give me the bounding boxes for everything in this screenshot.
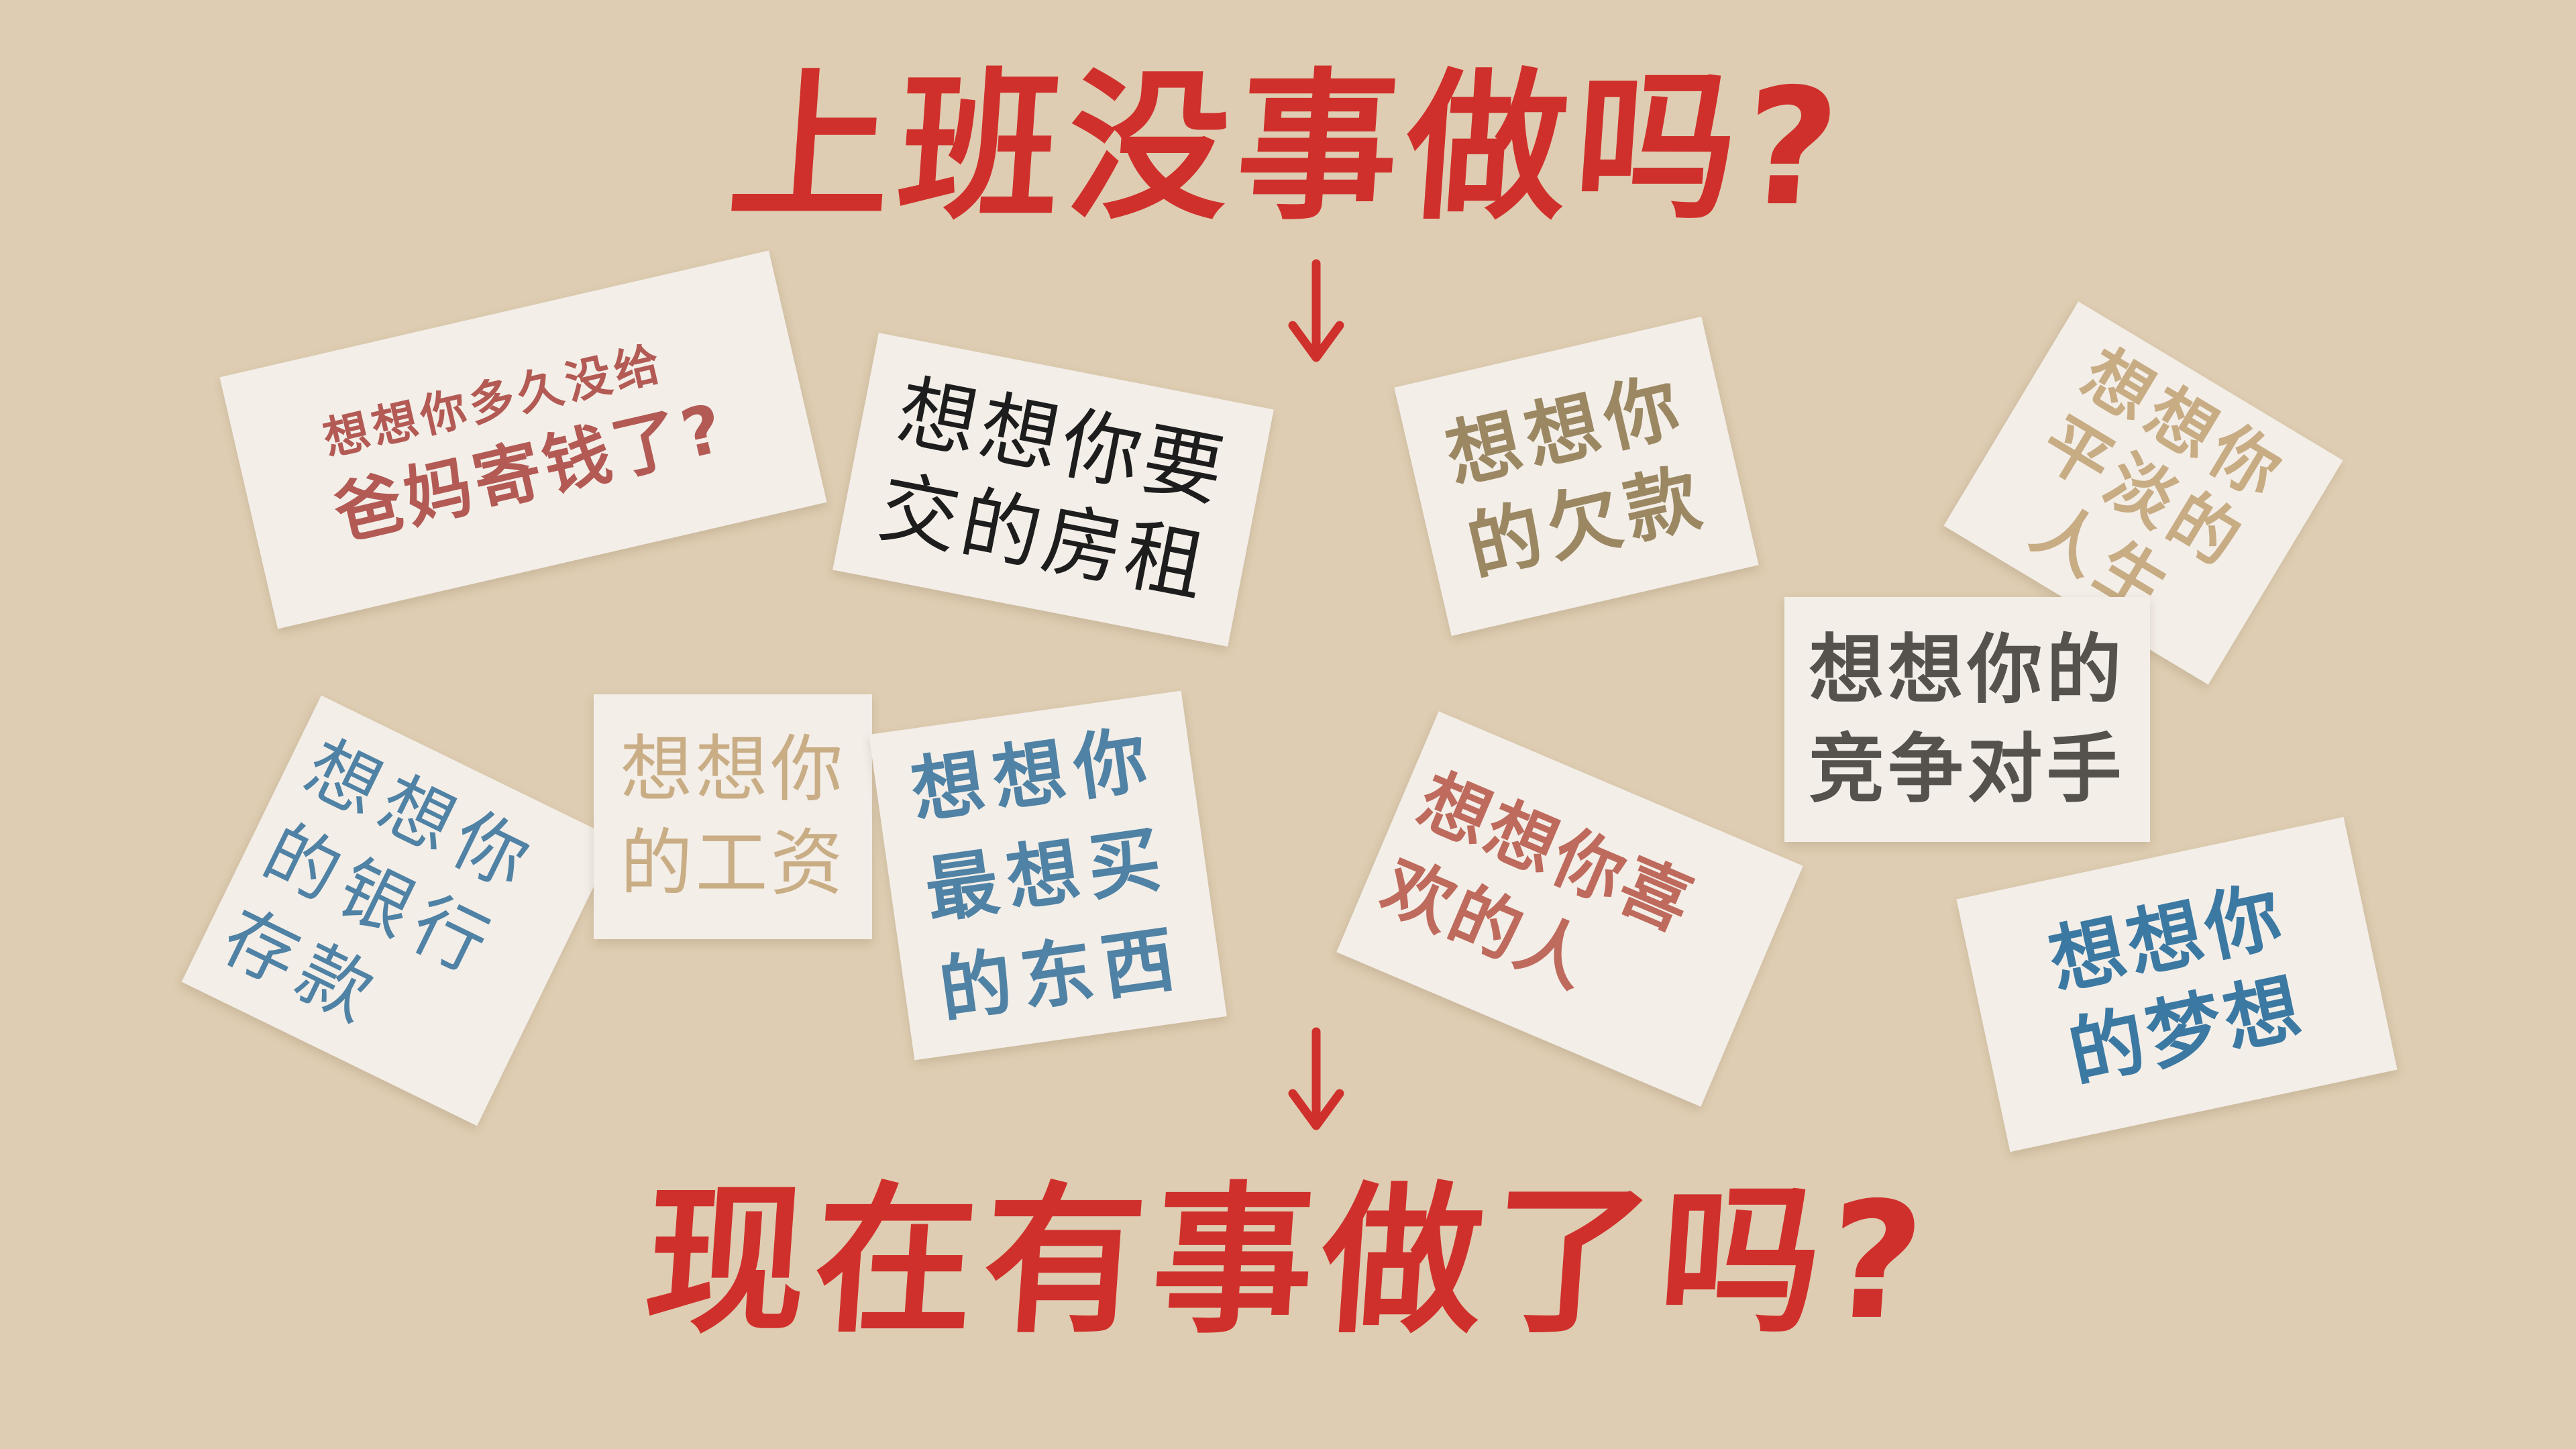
card-line: 的工资 [620,821,846,906]
headline-bottom: 现在有事做了吗? [639,1167,1937,1355]
note-card-rent: 想想你要 交的房租 [833,333,1274,647]
note-card-dream: 想想你 的梦想 [1956,816,2398,1152]
note-card-parents-money: 想想你多久没给 爸妈寄钱了? [219,250,827,629]
note-card-crush: 想想你喜 欢的人 [1336,711,1803,1107]
note-card-salary: 想想你 的工资 [594,694,872,939]
down-arrow-icon [1288,1027,1344,1130]
note-card-competitors: 想想你的 竞争对手 [1784,597,2150,842]
note-card-savings: 想想你 的银行 存款 [181,695,617,1126]
card-line: 竞争对手 [1809,725,2126,813]
down-arrow-icon [1288,259,1344,362]
card-line: 想想你 [620,727,846,812]
headline-top: 上班没事做吗? [723,54,1853,241]
note-card-wishlist: 想想你 最想买 的东西 [869,690,1227,1061]
card-line: 想想你的 [1809,626,2126,714]
note-card-debt: 想想你 的欠款 [1394,317,1759,636]
